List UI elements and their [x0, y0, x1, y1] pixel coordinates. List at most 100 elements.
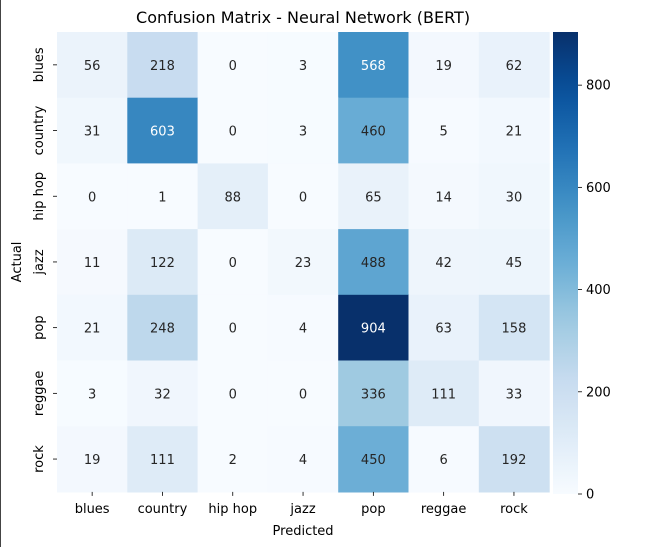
heatmap-cell [197, 163, 269, 230]
cell-value-label: 3 [299, 59, 307, 74]
cell-value-label: 450 [361, 453, 386, 468]
y-tick-label: pop [32, 315, 47, 339]
cell-value-label: 21 [506, 125, 523, 140]
heatmap-cell [408, 426, 480, 493]
y-axis-label: Actual [10, 242, 25, 283]
cell-value-label: 904 [361, 322, 386, 337]
cell-value-label: 0 [229, 59, 237, 74]
heatmap-cell [338, 229, 410, 296]
heatmap-cell [127, 32, 199, 99]
heatmap-cell [408, 229, 480, 296]
cell-value-label: 21 [84, 322, 101, 337]
heatmap-cell [338, 32, 410, 99]
heatmap-cell [478, 426, 550, 493]
cell-value-label: 6 [440, 453, 448, 468]
heatmap-cell [338, 163, 410, 230]
cell-value-label: 1 [158, 190, 166, 205]
heatmap-cell [408, 32, 480, 99]
heatmap-cell [57, 97, 128, 164]
x-tick-label: rock [500, 502, 528, 517]
cell-value-label: 0 [229, 256, 237, 271]
cell-value-label: 111 [150, 453, 175, 468]
cell-value-label: 0 [229, 322, 237, 337]
cell-value-label: 23 [295, 256, 312, 271]
cell-value-label: 42 [435, 256, 452, 271]
cell-value-label: 568 [361, 59, 386, 74]
cell-value-label: 488 [361, 256, 386, 271]
cell-value-label: 31 [84, 125, 101, 140]
heatmap-cell [267, 163, 339, 230]
cell-value-label: 2 [229, 453, 237, 468]
cell-value-label: 0 [299, 190, 307, 205]
heatmap-cell [267, 229, 339, 296]
cell-value-label: 33 [506, 387, 523, 402]
cell-value-label: 218 [150, 59, 175, 74]
colorbar-tick-label: 400 [586, 283, 611, 298]
heatmap-cell [197, 426, 269, 493]
colorbar-tick-label: 600 [586, 181, 611, 196]
y-tick-label: hip hop [32, 172, 47, 221]
heatmap-cell [127, 360, 199, 427]
heatmap-cell [57, 360, 128, 427]
colorbar-tick-label: 0 [586, 488, 594, 503]
heatmap-cell [338, 426, 410, 493]
heatmap-cell [267, 360, 339, 427]
cell-value-label: 603 [150, 125, 175, 140]
heatmap-cell [408, 294, 480, 362]
cell-value-label: 122 [150, 256, 175, 271]
heatmap-cell [478, 32, 550, 99]
cell-value-label: 3 [299, 125, 307, 140]
cell-value-label: 5 [440, 125, 448, 140]
heatmap-cell [338, 360, 410, 427]
heatmap-cell [197, 229, 269, 296]
colorbar-tick-label: 200 [586, 385, 611, 400]
heatmap-cell [127, 426, 199, 493]
cell-value-label: 0 [88, 190, 96, 205]
x-tick-label: country [138, 502, 188, 517]
heatmap-cell [267, 426, 339, 493]
x-axis-label: Predicted [273, 524, 334, 539]
heatmap-cell [478, 294, 550, 362]
y-tick-label: reggae [32, 371, 47, 417]
chart-title: Confusion Matrix - Neural Network (BERT) [136, 8, 470, 27]
heatmap-cell [197, 32, 269, 99]
cell-value-label: 30 [506, 190, 523, 205]
colorbar-tick-label: 800 [586, 79, 611, 94]
cell-value-label: 19 [435, 59, 452, 74]
cell-value-label: 32 [154, 387, 171, 402]
cell-value-label: 56 [84, 59, 101, 74]
heatmap-cell [478, 229, 550, 296]
heatmap-cell [197, 360, 269, 427]
x-tick-label: blues [75, 502, 110, 517]
heatmap-cell [478, 163, 550, 230]
cell-value-label: 62 [506, 59, 523, 74]
heatmap-cell [127, 97, 199, 164]
y-tick-label: jazz [32, 249, 47, 275]
cell-value-label: 11 [84, 256, 101, 271]
heatmap-cell [127, 163, 199, 230]
cell-value-label: 111 [431, 387, 456, 402]
heatmap-cell [267, 294, 339, 362]
colorbar [553, 32, 578, 494]
heatmap-cell [197, 294, 269, 362]
heatmap-cell [267, 32, 339, 99]
heatmap-cell [57, 163, 128, 230]
heatmap-cell [478, 360, 550, 427]
y-tick-label: blues [32, 47, 47, 82]
cell-value-label: 460 [361, 125, 386, 140]
cell-value-label: 65 [365, 190, 382, 205]
heatmap-cell [57, 32, 128, 99]
cell-value-label: 0 [229, 125, 237, 140]
heatmap-cell [408, 97, 480, 164]
cell-value-label: 19 [84, 453, 101, 468]
heatmap-cell [267, 97, 339, 164]
cell-value-label: 336 [361, 387, 386, 402]
cell-value-label: 248 [150, 322, 175, 337]
heatmap-cell [478, 97, 550, 164]
cell-value-label: 4 [299, 322, 307, 337]
x-tick-label: pop [361, 502, 385, 517]
heatmap-cell [338, 97, 410, 164]
cell-value-label: 4 [299, 453, 307, 468]
cell-value-label: 45 [506, 256, 523, 271]
